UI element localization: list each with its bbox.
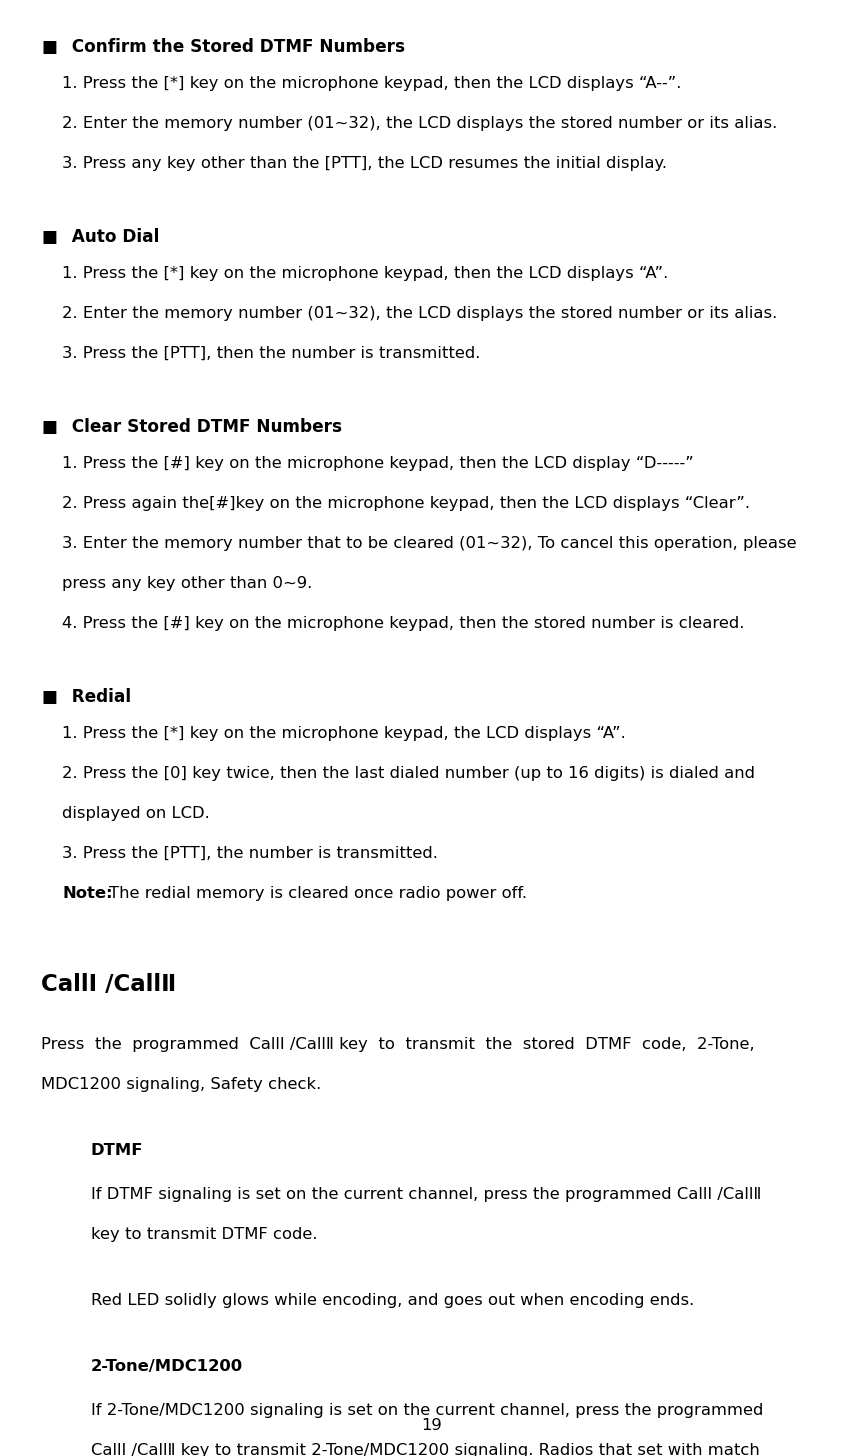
Text: 1. Press the [*] key on the microphone keypad, the LCD displays “A”.: 1. Press the [*] key on the microphone k… bbox=[62, 725, 626, 741]
Text: 2. Press again the[#]key on the microphone keypad, then the LCD displays “Clear”: 2. Press again the[#]key on the micropho… bbox=[62, 495, 750, 511]
Text: Note:: Note: bbox=[62, 885, 113, 901]
Text: 1. Press the [*] key on the microphone keypad, then the LCD displays “A--”.: 1. Press the [*] key on the microphone k… bbox=[62, 76, 682, 90]
Text: Auto Dial: Auto Dial bbox=[60, 227, 160, 246]
Text: Confirm the Stored DTMF Numbers: Confirm the Stored DTMF Numbers bbox=[60, 38, 405, 55]
Text: 2. Press the [0] key twice, then the last dialed number (up to 16 digits) is dia: 2. Press the [0] key twice, then the las… bbox=[62, 766, 755, 780]
Text: 1. Press the [#] key on the microphone keypad, then the LCD display “D-----”: 1. Press the [#] key on the microphone k… bbox=[62, 456, 694, 470]
Text: MDC1200 signaling, Safety check.: MDC1200 signaling, Safety check. bbox=[41, 1076, 321, 1092]
Text: Press  the  programmed  CallⅠ /CallⅡ key  to  transmit  the  stored  DTMF  code,: Press the programmed CallⅠ /CallⅡ key to… bbox=[41, 1037, 755, 1051]
Text: Red LED solidly glows while encoding, and goes out when encoding ends.: Red LED solidly glows while encoding, an… bbox=[91, 1293, 694, 1307]
Text: 3. Press any key other than the [PTT], the LCD resumes the initial display.: 3. Press any key other than the [PTT], t… bbox=[62, 156, 667, 170]
Text: ■: ■ bbox=[41, 687, 58, 706]
Text: If DTMF signaling is set on the current channel, press the programmed CallⅠ /Cal: If DTMF signaling is set on the current … bbox=[91, 1187, 761, 1201]
Text: 2-Tone/MDC1200: 2-Tone/MDC1200 bbox=[91, 1358, 243, 1374]
Text: 3. Press the [PTT], then the number is transmitted.: 3. Press the [PTT], then the number is t… bbox=[62, 345, 480, 361]
Text: ■: ■ bbox=[41, 418, 58, 435]
Text: 19: 19 bbox=[422, 1418, 442, 1433]
Text: The redial memory is cleared once radio power off.: The redial memory is cleared once radio … bbox=[109, 885, 527, 901]
Text: If 2-Tone/MDC1200 signaling is set on the current channel, press the programmed: If 2-Tone/MDC1200 signaling is set on th… bbox=[91, 1402, 763, 1418]
Text: 3. Enter the memory number that to be cleared (01~32), To cancel this operation,: 3. Enter the memory number that to be cl… bbox=[62, 536, 797, 550]
Text: ■: ■ bbox=[41, 38, 58, 55]
Text: 2. Enter the memory number (01~32), the LCD displays the stored number or its al: 2. Enter the memory number (01~32), the … bbox=[62, 115, 778, 131]
Text: DTMF: DTMF bbox=[91, 1143, 143, 1158]
Text: 3. Press the [PTT], the number is transmitted.: 3. Press the [PTT], the number is transm… bbox=[62, 846, 438, 860]
Text: CallⅠ /CallⅡ key to transmit 2-Tone/MDC1200 signaling. Radios that set with matc: CallⅠ /CallⅡ key to transmit 2-Tone/MDC1… bbox=[91, 1443, 759, 1456]
Text: ■: ■ bbox=[41, 227, 58, 246]
Text: 1. Press the [*] key on the microphone keypad, then the LCD displays “A”.: 1. Press the [*] key on the microphone k… bbox=[62, 265, 669, 281]
Text: 2. Enter the memory number (01~32), the LCD displays the stored number or its al: 2. Enter the memory number (01~32), the … bbox=[62, 306, 778, 320]
Text: Redial: Redial bbox=[60, 687, 131, 706]
Text: key to transmit DTMF code.: key to transmit DTMF code. bbox=[91, 1226, 317, 1242]
Text: displayed on LCD.: displayed on LCD. bbox=[62, 805, 210, 821]
Text: press any key other than 0~9.: press any key other than 0~9. bbox=[62, 575, 313, 591]
Text: CallⅠ /CallⅡ: CallⅠ /CallⅡ bbox=[41, 973, 177, 996]
Text: 4. Press the [#] key on the microphone keypad, then the stored number is cleared: 4. Press the [#] key on the microphone k… bbox=[62, 616, 745, 630]
Text: Clear Stored DTMF Numbers: Clear Stored DTMF Numbers bbox=[60, 418, 342, 435]
